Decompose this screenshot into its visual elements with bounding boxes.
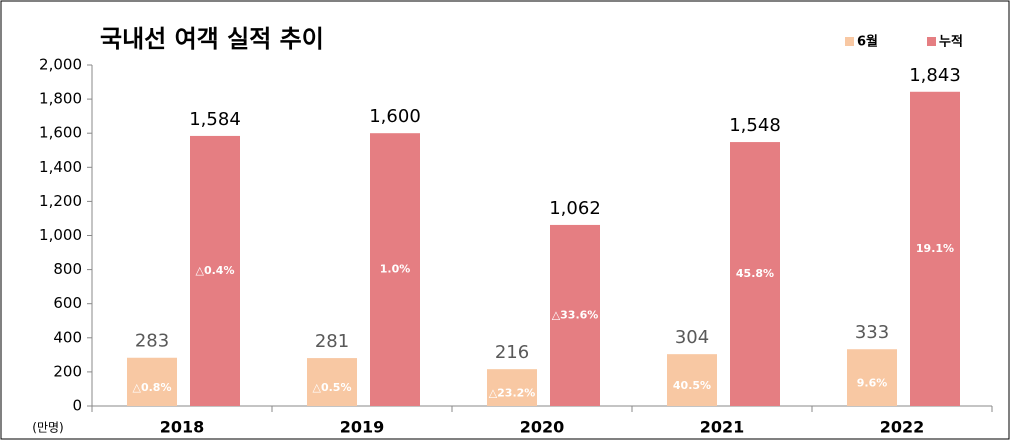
bar — [550, 224, 600, 406]
bar-annotation: △0.4% — [196, 264, 235, 277]
legend-swatch — [845, 37, 854, 46]
data-label: 304 — [675, 327, 709, 348]
data-label: 283 — [135, 331, 169, 352]
y-tick-label: 1,400 — [39, 158, 82, 176]
y-tick-label: 1,800 — [39, 90, 82, 108]
data-label: 1,548 — [729, 115, 781, 136]
data-label: 1,584 — [189, 109, 241, 130]
bar-annotation: 40.5% — [673, 379, 711, 392]
bar — [370, 133, 420, 406]
bar-annotation: △0.5% — [313, 381, 352, 394]
data-label: 216 — [495, 342, 529, 363]
bar — [847, 349, 897, 406]
y-tick-label: 600 — [53, 294, 82, 312]
y-tick-label: 1,600 — [39, 124, 82, 142]
data-label: 1,600 — [369, 106, 421, 127]
bar — [730, 142, 780, 407]
bar-annotation: △33.6% — [552, 308, 599, 321]
data-label: 1,843 — [909, 65, 961, 86]
y-tick-label: 0 — [72, 397, 82, 415]
bar-annotation: 1.0% — [380, 263, 411, 276]
legend-swatch — [927, 37, 936, 46]
y-tick-label: 400 — [53, 328, 82, 346]
x-tick-label: 2020 — [520, 418, 565, 437]
bar-annotation: △0.8% — [133, 381, 172, 394]
unit-label: (만명) — [32, 421, 63, 435]
y-tick-label: 1,200 — [39, 192, 82, 210]
bar — [127, 357, 177, 406]
bar — [487, 369, 537, 406]
bar — [307, 358, 357, 406]
bar-annotation: △23.2% — [489, 387, 536, 400]
y-tick-label: 200 — [53, 362, 82, 380]
legend-label: 누적 — [939, 34, 963, 50]
bar — [910, 91, 960, 407]
bar — [667, 354, 717, 406]
x-tick-label: 2021 — [700, 418, 745, 437]
bar-annotation: 45.8% — [736, 267, 774, 280]
y-tick-label: 1,000 — [39, 226, 82, 244]
y-tick-label: 800 — [53, 260, 82, 278]
legend-label: 6월 — [857, 34, 878, 50]
bar — [190, 135, 240, 407]
x-tick-label: 2018 — [160, 418, 205, 437]
bar-annotation: 9.6% — [857, 377, 888, 390]
bar-annotation: 19.1% — [916, 242, 954, 255]
data-label: 281 — [315, 331, 349, 352]
x-tick-label: 2019 — [340, 418, 385, 437]
y-tick-label: 2,000 — [39, 56, 82, 74]
frame — [0, 0, 1010, 440]
data-label: 333 — [855, 322, 889, 343]
data-label: 1,062 — [549, 198, 601, 219]
x-tick-label: 2022 — [880, 418, 925, 437]
chart-title: 국내선 여객 실적 추이 — [100, 25, 324, 53]
